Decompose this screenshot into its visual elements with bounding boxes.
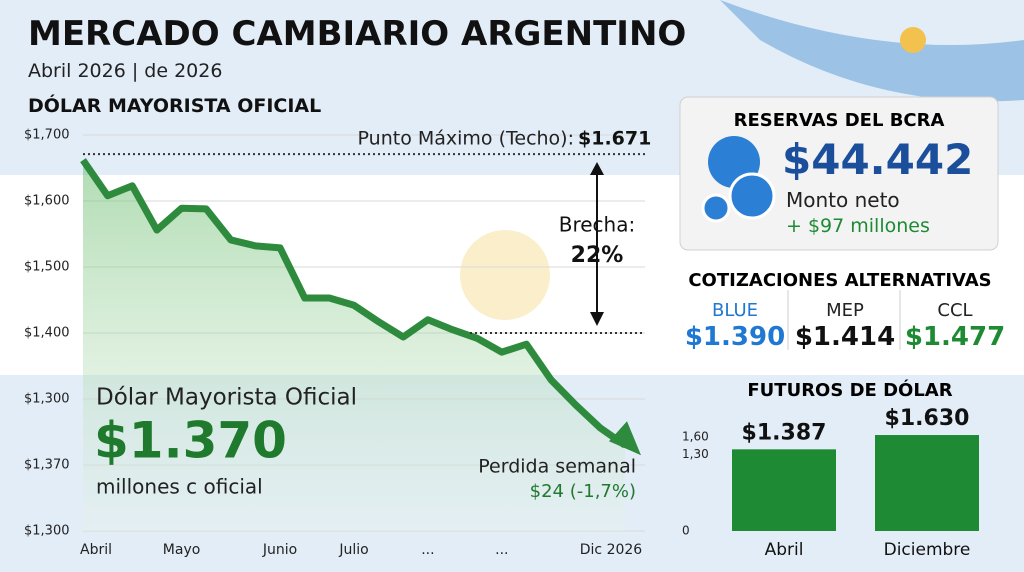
flag (720, 0, 1024, 102)
annotation: $1.671 (578, 128, 651, 150)
quotes-title: COTIZACIONES ALTERNATIVAS (688, 270, 992, 291)
reserves-change: + $97 millones (786, 215, 930, 237)
annotation: Dólar Mayorista Oficial (96, 385, 357, 411)
y-tick-label: 1,60 (682, 429, 709, 443)
y-tick-label: $1,400 (24, 326, 70, 341)
card-title: RESERVAS DEL BCRA (733, 110, 945, 131)
annotation: Punto Máximo (Techo): (358, 128, 574, 150)
x-tick-label: Abril (80, 542, 112, 558)
line-chart: $1,700 $1,600 $1,500 $1,400 $1,300 $1,370 $1,3… (24, 128, 651, 559)
quote-value: $1.477 (904, 322, 1006, 352)
sun (460, 230, 550, 320)
reserves-label: Monto neto (786, 188, 900, 212)
y-tick-label: $1,370 (24, 458, 70, 473)
area (83, 160, 625, 531)
annotation: $1.370 (94, 412, 287, 470)
flag-sun (900, 27, 926, 53)
x-tick-label: Abril (765, 540, 804, 560)
annotation: $24 (-1,7%) (530, 481, 636, 502)
x-tick-label: ... (421, 542, 434, 558)
bar-chart: 1,60 1,30 0 $1.387 Abril $1.630 Diciembre (682, 406, 979, 560)
dollar-icon (701, 193, 731, 223)
subtitle: Abril 2026 | de 2026 (28, 60, 223, 82)
bar (732, 449, 836, 531)
x-tick-label: Julio (338, 542, 368, 558)
x-tick-label: Junio (262, 542, 297, 558)
y-tick-label: $1,300 (24, 392, 70, 407)
annotation: Perdida semanal (478, 456, 636, 478)
x-tick-label: ... (495, 542, 508, 558)
y-tick-label: $1,500 (24, 260, 70, 275)
y-tick-label: $1,600 (24, 194, 70, 209)
value-label: $1.387 (742, 420, 827, 445)
chart-title: FUTUROS DE DÓLAR (747, 380, 953, 401)
annotation: 22% (571, 243, 624, 268)
annotation: Brecha: (559, 213, 635, 237)
quote-name: CCL (937, 300, 973, 321)
y-tick-label: 0 (682, 524, 690, 538)
bar (875, 435, 979, 531)
x-tick-label: Dic 2026 (580, 542, 643, 558)
title: MERCADO CAMBIARIO ARGENTINO (28, 14, 687, 54)
y-tick-label: 1,30 (682, 447, 709, 461)
quote-name: MEP (826, 300, 864, 321)
y-tick-label: $1,700 (24, 128, 70, 143)
x-tick-label: Diciembre (884, 540, 971, 560)
reserves-value: $44.442 (782, 135, 974, 184)
quote-value: $1.414 (794, 322, 896, 352)
y-tick-label: $1,300 (24, 524, 70, 539)
quote-name: BLUE (711, 300, 759, 321)
x-tick-label: Mayo (163, 542, 201, 558)
line (80, 158, 628, 449)
chart-title: DÓLAR MAYORISTA OFICIAL (28, 95, 322, 117)
dollar-icon (728, 172, 776, 220)
annotation: millones c oficial (96, 475, 263, 499)
quote-value: $1.390 (684, 322, 786, 352)
arrow-head (609, 421, 641, 456)
value-label: $1.630 (885, 406, 970, 431)
